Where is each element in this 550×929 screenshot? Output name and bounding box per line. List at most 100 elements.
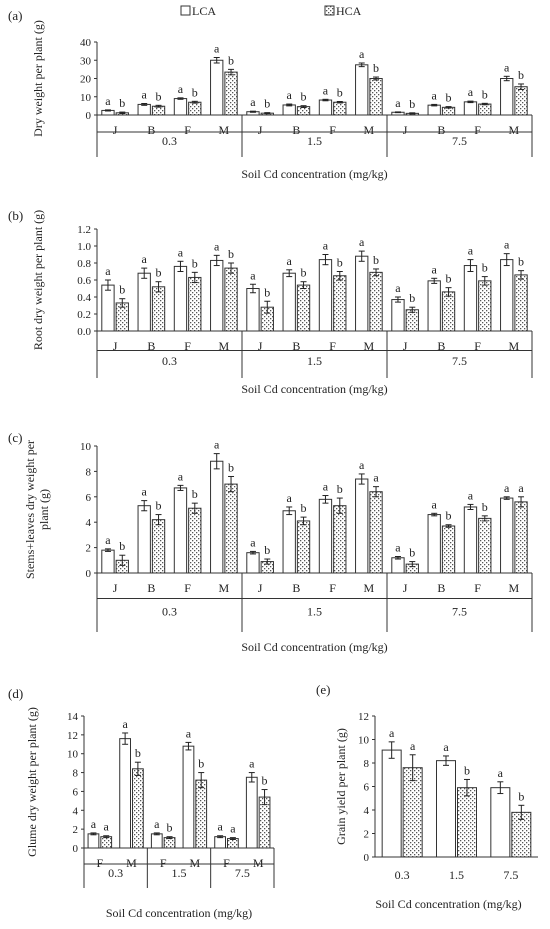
group-label: 0.3 <box>162 354 177 368</box>
significance-letter: b <box>301 266 307 280</box>
significance-letter: a <box>142 252 148 266</box>
lca-bar <box>173 98 188 116</box>
category-label: F <box>329 123 336 137</box>
y-tick-label: 40 <box>80 37 92 49</box>
significance-letter: a <box>105 264 111 278</box>
significance-letter: a <box>249 757 255 771</box>
lca-bar <box>355 64 369 116</box>
significance-letter: a <box>373 471 379 485</box>
lca-bar <box>137 272 151 332</box>
hca-bar <box>369 271 383 332</box>
group-label: 7.5 <box>452 134 467 148</box>
significance-letter: b <box>518 789 524 803</box>
y-tick-label: 0 <box>86 110 92 122</box>
group-label: 0.3 <box>162 134 177 148</box>
y-tick-label: 8 <box>73 768 79 780</box>
significance-letter: a <box>504 60 510 74</box>
significance-letter: b <box>119 283 125 297</box>
lca-bar <box>246 552 260 574</box>
significance-letter: b <box>337 482 343 496</box>
category-label: J <box>403 339 408 353</box>
y-tick-label: 6 <box>364 782 370 794</box>
significance-letter: b <box>264 97 270 111</box>
significance-letter: a <box>395 281 401 295</box>
category-label: B <box>147 123 155 137</box>
category-label: M <box>219 339 230 353</box>
hca-bar <box>100 836 113 849</box>
hca-bar <box>296 284 311 332</box>
y-axis-label: Root dry weight per plant (g) <box>31 210 45 350</box>
x-axis-label: Soil Cd concentration (mg/kg) <box>375 897 521 911</box>
significance-letter: a <box>178 245 184 259</box>
y-tick-label: 10 <box>80 92 92 104</box>
significance-letter: a <box>432 262 438 276</box>
lca-bar <box>182 745 195 849</box>
hca-bar <box>188 101 202 116</box>
significance-letter: a <box>122 717 128 731</box>
y-axis-label-line1: Stems+leaves dry weight per <box>23 440 37 579</box>
significance-letter: b <box>228 247 234 261</box>
significance-letter: a <box>468 488 474 502</box>
hca-bar <box>478 517 492 574</box>
hca-bar <box>333 275 347 332</box>
y-tick-label: 0.0 <box>77 326 91 338</box>
significance-letter: a <box>504 481 510 495</box>
category-label: J <box>403 123 408 137</box>
hca-bar <box>224 71 238 116</box>
lca-bar <box>150 833 163 849</box>
category-label: F <box>184 339 191 353</box>
y-tick-label: 8 <box>364 758 370 770</box>
chart-panel-2: (b) 0.0 0.2 0.4 0.6 0.8 1.0 1.2 Root dry weight … <box>8 208 533 396</box>
category-label: M <box>509 339 520 353</box>
y-tick-label: 0 <box>73 843 79 855</box>
y-tick-label: 2 <box>73 824 79 836</box>
legend: LCA HCA <box>180 4 362 18</box>
category-label: F <box>184 123 191 137</box>
significance-letter: a <box>410 739 416 753</box>
lca-bar <box>427 514 441 574</box>
lca-bar <box>101 284 115 332</box>
y-axis-label-line2: plant (g) <box>37 489 51 530</box>
significance-letter: a <box>323 239 329 253</box>
group-label: 1.5 <box>307 354 322 368</box>
y-tick-label: 12 <box>67 730 78 742</box>
category-label: F <box>474 581 481 595</box>
y-tick-label: 4 <box>364 805 370 817</box>
hca-bar <box>296 520 311 574</box>
y-tick-label: 1.2 <box>77 224 91 236</box>
significance-letter: a <box>287 254 293 268</box>
significance-letter: b <box>482 87 488 101</box>
hca-bar <box>224 483 238 574</box>
y-tick-label: 10 <box>67 749 79 761</box>
significance-letter: a <box>468 85 474 99</box>
significance-letter: b <box>228 53 234 67</box>
hca-bar <box>514 274 528 332</box>
panel-tag: (a) <box>8 8 22 23</box>
chart-panel-3: (c) 0 2 4 6 8 10 Stems+leaves dry weight per pla… <box>8 430 533 654</box>
category-label: M <box>509 581 520 595</box>
panel-tag: (e) <box>316 682 330 697</box>
lca-bar <box>463 101 478 116</box>
y-tick-label: 0.8 <box>77 258 91 270</box>
hca-bar <box>151 519 166 574</box>
category-label: 1.5 <box>449 868 464 882</box>
lca-bar <box>427 280 441 332</box>
category-label: B <box>437 123 445 137</box>
y-tick-label: 20 <box>80 74 92 86</box>
hca-bar <box>333 101 347 116</box>
significance-letter: b <box>337 85 343 99</box>
chart-panel-5: (e) 0 2 4 6 8 10 12 Grain yield per plant (g) a a 0… <box>316 682 538 911</box>
significance-letter: a <box>91 817 97 831</box>
group-label: 1.5 <box>172 866 187 880</box>
category-label: M <box>364 339 375 353</box>
significance-letter: b <box>482 261 488 275</box>
lca-bar <box>282 104 296 116</box>
category-label: B <box>437 339 445 353</box>
lca-bar <box>87 833 100 849</box>
y-tick-label: 4 <box>73 805 79 817</box>
y-tick-label: 6 <box>86 492 92 504</box>
category-label: M <box>364 581 375 595</box>
category-label: J <box>113 581 118 595</box>
significance-letter: a <box>287 491 293 505</box>
